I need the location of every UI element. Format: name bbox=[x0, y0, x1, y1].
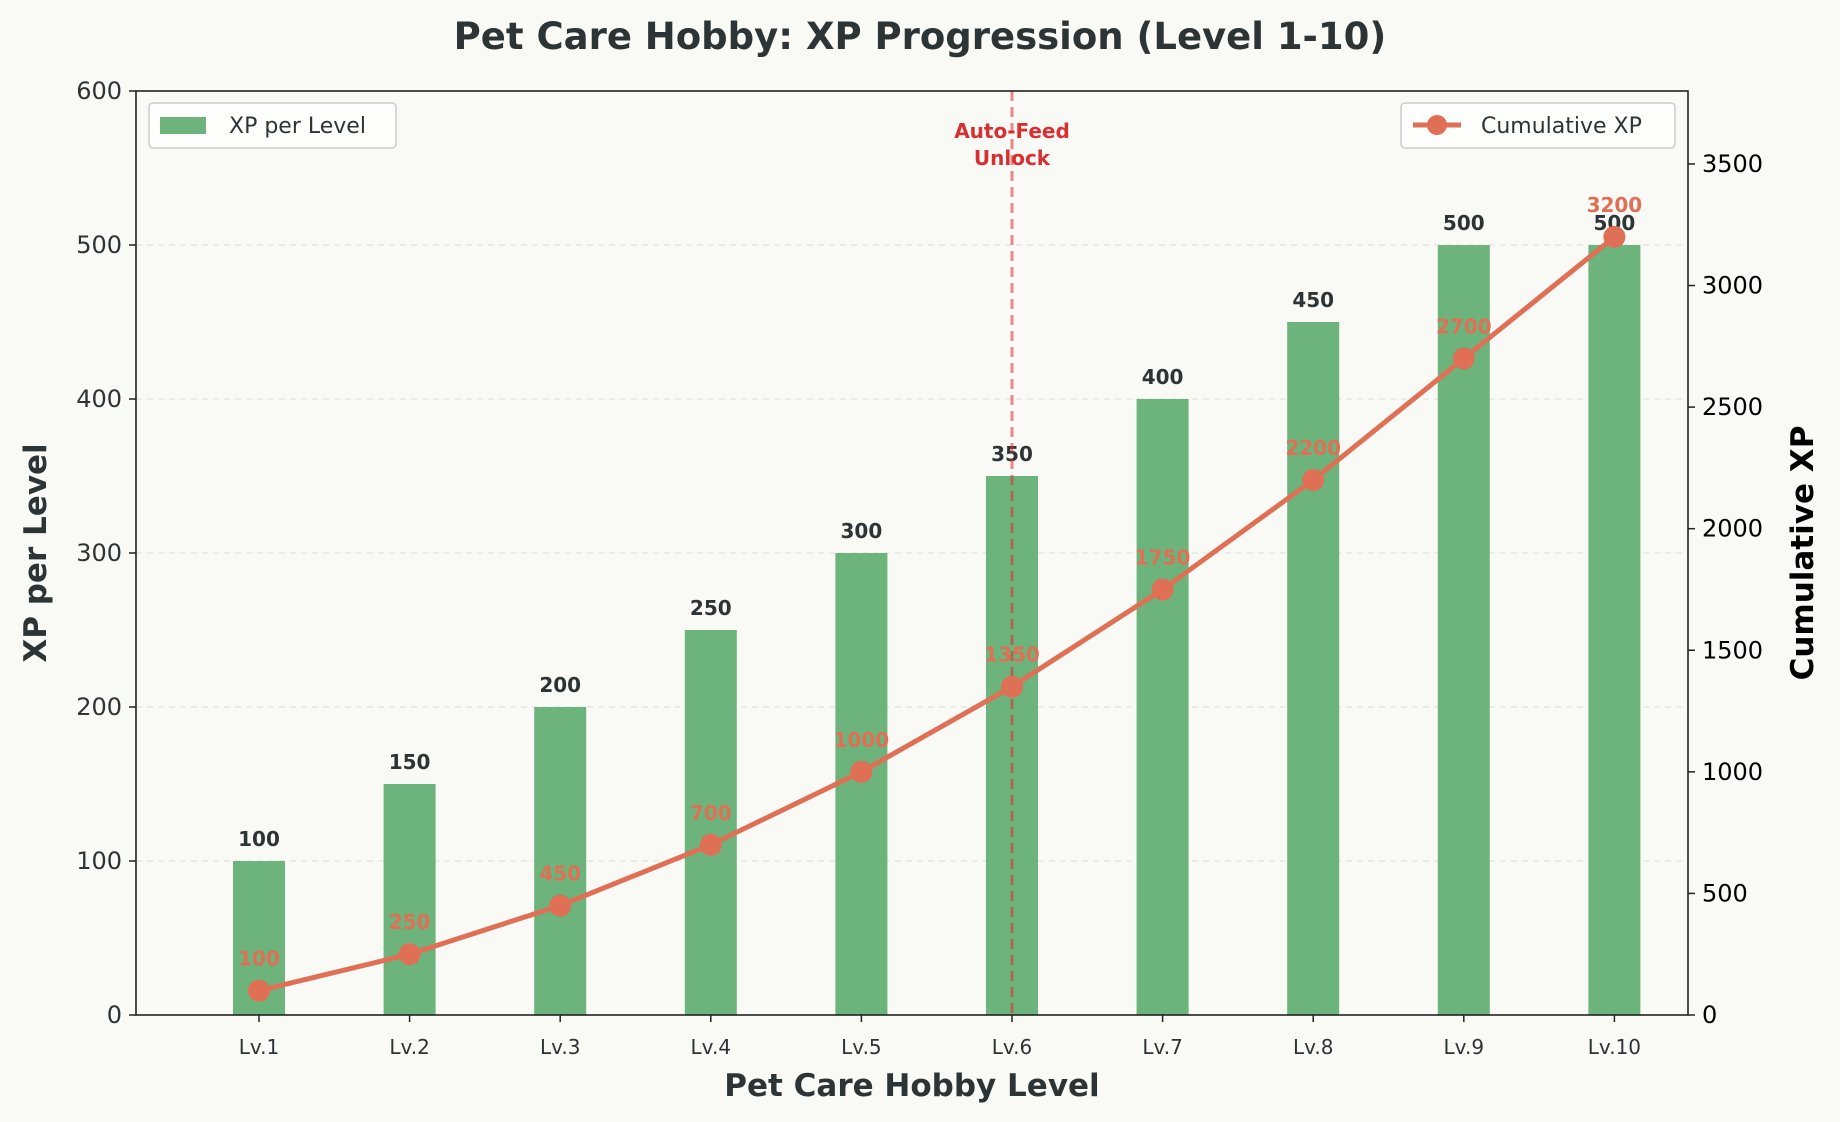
cumulative-line-group bbox=[248, 225, 1626, 1002]
legend-bar-swatch bbox=[160, 117, 206, 134]
annotation-text: Auto-Feed bbox=[954, 119, 1070, 143]
cumulative-marker bbox=[1001, 675, 1023, 698]
legend-marker-swatch bbox=[1427, 115, 1447, 135]
legend-cumulative-xp-label: Cumulative XP bbox=[1481, 114, 1642, 139]
annotation-group: Auto-Feed Unlock bbox=[954, 91, 1070, 1015]
cumulative-value-label: 100 bbox=[238, 947, 280, 971]
bar-value-label: 400 bbox=[1142, 365, 1184, 389]
cumulative-marker bbox=[1302, 469, 1325, 492]
y-right-tick-label: 3000 bbox=[1702, 272, 1763, 300]
legend-right-box bbox=[1400, 102, 1676, 149]
legend-cumulative-xp: Cumulative XP bbox=[1400, 102, 1676, 149]
cumulative-marker bbox=[549, 894, 572, 917]
cumulative-marker bbox=[248, 979, 270, 1002]
axis-ticks: 0 100 200 300 400 500 600 0 500 1000 1500 2000 2500 3… bbox=[76, 77, 1763, 1059]
annotation-text: Unlock bbox=[974, 146, 1051, 170]
cumulative-value-label: 1350 bbox=[984, 643, 1040, 667]
cumulative-marker bbox=[398, 943, 421, 966]
bar bbox=[1136, 399, 1189, 1015]
cumulative-value-label: 250 bbox=[389, 910, 431, 934]
cumulative-value-label: 1000 bbox=[834, 728, 890, 752]
y-right-tick-label: 1500 bbox=[1702, 636, 1763, 664]
x-tick-label: Lv.7 bbox=[1142, 1035, 1183, 1059]
x-tick-label: Lv.4 bbox=[691, 1035, 732, 1059]
bar-value-label: 450 bbox=[1292, 288, 1334, 312]
cumulative-value-label: 3200 bbox=[1587, 193, 1643, 217]
y-left-tick-label: 300 bbox=[76, 539, 122, 567]
cumulative-value-label: 2700 bbox=[1436, 314, 1492, 338]
chart-title: Pet Care Hobby: XP Progression (Level 1-… bbox=[454, 15, 1387, 58]
bar-value-label: 500 bbox=[1443, 211, 1485, 235]
cumulative-marker bbox=[699, 833, 722, 856]
x-tick-label: Lv.10 bbox=[1588, 1035, 1641, 1059]
cumulative-line bbox=[258, 234, 1616, 994]
y-left-tick-label: 600 bbox=[76, 77, 122, 105]
bar-value-label: 300 bbox=[841, 519, 883, 543]
bar bbox=[1588, 245, 1641, 1015]
cumulative-marker bbox=[1452, 347, 1475, 370]
cumulative-marker bbox=[1151, 578, 1174, 601]
bar-value-label: 250 bbox=[690, 596, 732, 620]
cumulative-value-label: 2200 bbox=[1285, 436, 1341, 460]
legend-xp-per-level: XP per Level bbox=[148, 102, 397, 149]
y-right-tick-label: 3500 bbox=[1702, 150, 1763, 178]
bar bbox=[534, 707, 587, 1015]
x-tick-label: Lv.5 bbox=[841, 1035, 882, 1059]
bar-value-label: 100 bbox=[238, 827, 280, 851]
cumulative-value-label: 700 bbox=[690, 801, 732, 825]
bar bbox=[1287, 322, 1340, 1015]
bar bbox=[383, 784, 436, 1015]
y-axis-label-left: XP per Level bbox=[18, 443, 54, 662]
x-tick-label: Lv.6 bbox=[992, 1035, 1033, 1059]
cumulative-marker bbox=[850, 760, 873, 783]
y-right-tick-label: 2000 bbox=[1702, 515, 1763, 543]
legend-xp-per-level-label: XP per Level bbox=[229, 114, 366, 139]
bar bbox=[684, 630, 737, 1015]
y-right-tick-label: 2500 bbox=[1702, 393, 1763, 421]
legend-left-box bbox=[148, 102, 397, 149]
x-tick-label: Lv.2 bbox=[389, 1035, 430, 1059]
cumulative-value-label: 450 bbox=[539, 862, 581, 886]
y-right-tick-label: 500 bbox=[1702, 879, 1748, 907]
y-right-tick-label: 1000 bbox=[1702, 758, 1763, 786]
x-tick-label: Lv.8 bbox=[1293, 1035, 1334, 1059]
y-left-tick-label: 400 bbox=[76, 385, 122, 413]
x-axis-label: Pet Care Hobby Level bbox=[724, 1068, 1099, 1104]
x-tick-label: Lv.9 bbox=[1444, 1035, 1485, 1059]
y-left-tick-label: 100 bbox=[76, 847, 122, 875]
x-tick-label: Lv.1 bbox=[239, 1035, 280, 1059]
x-tick-label: Lv.3 bbox=[540, 1035, 581, 1059]
y-right-tick-label: 0 bbox=[1702, 1001, 1717, 1029]
y-left-tick-label: 0 bbox=[107, 1001, 122, 1029]
cumulative-value-label: 1750 bbox=[1135, 545, 1191, 569]
y-axis-label-right: Cumulative XP bbox=[1785, 426, 1821, 681]
bar bbox=[835, 553, 888, 1015]
cumulative-marker bbox=[1603, 225, 1626, 248]
bar-value-label: 200 bbox=[539, 673, 581, 697]
cumulative-labels-group: 100 250 450 700 1000 1350 1750 2200 2700 3200 bbox=[238, 193, 1642, 971]
y-left-tick-label: 500 bbox=[76, 231, 122, 259]
bar-value-label: 150 bbox=[389, 750, 431, 774]
y-left-tick-label: 200 bbox=[76, 693, 122, 721]
